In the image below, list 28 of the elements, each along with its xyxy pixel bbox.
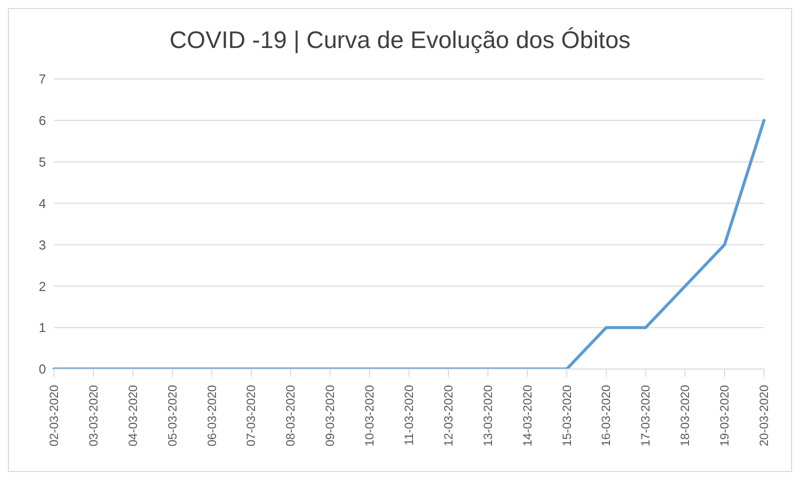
y-tick-label: 4 — [38, 196, 46, 211]
x-tick-label: 04-03-2020 — [126, 384, 140, 446]
y-tick-label: 7 — [38, 72, 46, 87]
y-tick-label: 2 — [38, 278, 46, 294]
x-tick-label: 03-03-2020 — [86, 384, 100, 446]
x-tick-label: 11-03-2020 — [402, 384, 416, 446]
x-tick-label: 19-03-2020 — [718, 384, 732, 446]
x-tick-label: 08-03-2020 — [284, 384, 298, 446]
x-tick-label: 14-03-2020 — [520, 384, 534, 446]
x-tick-label: 05-03-2020 — [165, 384, 180, 446]
x-tick-label: 07-03-2020 — [244, 384, 258, 446]
x-tick-label: 18-03-2020 — [678, 384, 692, 446]
y-tick-label: 5 — [38, 154, 46, 170]
y-tick-label: 6 — [38, 113, 46, 128]
y-tick-label: 3 — [38, 237, 46, 252]
x-tick-label: 06-03-2020 — [204, 384, 219, 446]
y-tick-label: 1 — [38, 320, 46, 336]
y-tick-label: 0 — [38, 362, 46, 377]
x-tick-label: 10-03-2020 — [362, 384, 377, 446]
x-tick-label: 20-03-2020 — [757, 384, 771, 446]
x-tick-label: 13-03-2020 — [480, 384, 495, 446]
x-tick-label: 09-03-2020 — [323, 384, 338, 446]
chart-title: COVID -19 | Curva de Evolução dos Óbitos — [168, 26, 632, 56]
x-tick-label: 15-03-2020 — [560, 384, 574, 446]
x-tick-label: 16-03-2020 — [599, 384, 614, 446]
x-tick-label: 17-03-2020 — [638, 384, 653, 446]
x-tick-label: 12-03-2020 — [441, 384, 456, 446]
x-tick-label: 02-03-2020 — [47, 384, 61, 446]
